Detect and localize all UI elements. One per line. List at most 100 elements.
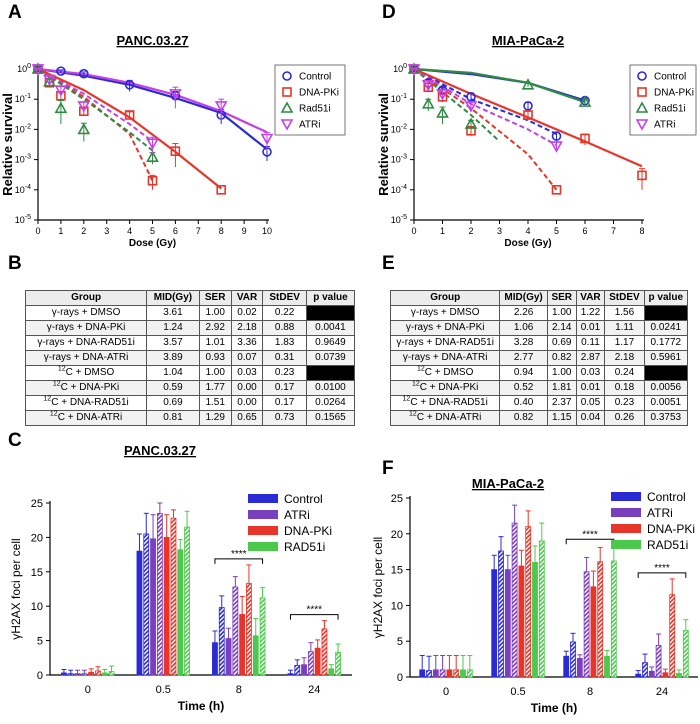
stdev-cell: 1.83 — [262, 335, 307, 351]
y-tick-label: 10 — [391, 600, 403, 612]
legend-label-atri: ATRi — [284, 508, 310, 522]
mid-cell: 0.59 — [146, 380, 200, 396]
x-tick-label: 24 — [656, 686, 668, 698]
bar-control-hatched — [570, 641, 576, 678]
group-cell: 12C + DMSO — [389, 365, 501, 381]
x-tick-label: 6 — [173, 226, 178, 236]
legend-swatch-atri — [248, 510, 278, 519]
foci-chart-mia: MIA-PaCa-2 0 5 10 15 20 25 γH2AX foci per cell T… — [371, 476, 698, 715]
significance-label: **** — [306, 605, 322, 616]
var-cell: 0.04 — [575, 410, 606, 426]
significance-label: **** — [231, 549, 247, 560]
x-tick-label: 8 — [236, 684, 242, 696]
bar-dna-pki-hatched — [453, 669, 460, 678]
var-cell: 0.11 — [575, 335, 606, 351]
y-tick-label: 10-1 — [15, 93, 31, 104]
table-header-cell: SER — [546, 290, 577, 306]
x-tick-label: 2 — [81, 226, 86, 236]
table-row: 12C + DNA-PKi 0.52 1.81 0.01 0.18 0.0056 — [389, 380, 689, 396]
chart-title: PANC.03.27 — [116, 33, 188, 48]
bar-rad51i-hatched — [682, 630, 689, 678]
ser-cell: 1.77 — [198, 380, 232, 396]
bar-dna-pki-solid — [446, 669, 453, 678]
legend-marker-dna-pki — [637, 87, 647, 97]
table-header-cell: StDEV — [604, 290, 645, 306]
stdev-cell: 0.17 — [262, 380, 307, 396]
bar-dna-pki-solid — [163, 537, 170, 676]
x-tick-label: 3 — [104, 226, 109, 236]
stdev-cell: 0.17 — [262, 395, 307, 411]
p-cell — [305, 305, 356, 321]
bar-rad51i-solid — [604, 655, 610, 678]
legend-label-rad51i: Rad51i — [299, 104, 331, 115]
group-cell: 12C + DNA-RAD51i — [389, 395, 501, 411]
x-axis-label: Dose (Gy) — [129, 238, 176, 249]
table-row: γ-rays + DNA-ATRi 2.77 0.82 2.87 2.18 0.5961 — [389, 350, 689, 366]
data-point-atri — [436, 89, 449, 101]
stdev-cell: 0.18 — [604, 380, 645, 396]
significance-label: **** — [582, 529, 598, 540]
ser-cell: 2.92 — [198, 320, 232, 336]
var-cell: 0.03 — [575, 365, 606, 381]
dashed-curve-rad51i — [37, 68, 154, 152]
x-tick-label: 0 — [443, 686, 449, 698]
bar-atri-solid — [504, 569, 511, 678]
bar-dna-pki-hatched — [525, 526, 532, 678]
y-tick-label: 5 — [397, 636, 403, 648]
bar-control-solid — [491, 569, 498, 678]
data-point-atri — [77, 101, 91, 113]
bar-control-hatched — [294, 664, 301, 676]
table-row: 12C + DNA-PKi 0.59 1.77 0.00 0.17 0.0100 — [24, 380, 356, 396]
bar-dna-pki-solid — [88, 671, 95, 676]
p-cell: 0.9649 — [305, 335, 356, 351]
legend-label-rad51i: RAD51i — [284, 540, 325, 554]
bar-dna-pki-hatched — [597, 561, 604, 678]
y-tick-label: 10-4 — [15, 184, 31, 195]
p-cell: 0.0264 — [305, 395, 356, 411]
table-row: 12C + DNA-RAD51i 0.69 1.51 0.00 0.17 0.0264 — [24, 395, 356, 411]
legend-marker-dna-pki — [282, 87, 292, 97]
table-header-cell: p value — [305, 290, 356, 306]
data-point-control — [124, 79, 135, 90]
significance-label: **** — [654, 563, 670, 574]
mid-cell: 0.69 — [146, 395, 200, 411]
data-point-dna-pki — [124, 110, 135, 120]
table-row: γ-rays + DNA-RAD51i 3.28 0.69 0.11 1.17 0.177… — [389, 335, 689, 351]
var-cell: 0.65 — [230, 410, 264, 426]
bar-rad51i-hatched — [610, 560, 617, 678]
bar-rad51i-solid — [328, 668, 335, 676]
table-header-cell: MID(Gy) — [146, 290, 200, 306]
bar-rad51i-hatched — [335, 651, 341, 676]
stdev-cell: 1.56 — [604, 305, 645, 321]
survival-chart-panc: PANC.03.27 0 1 2 3 4 5 6 7 8 9 10 100 10-1 10-2 10-3 10-… — [0, 33, 346, 249]
stdev-cell: 0.23 — [262, 365, 307, 381]
y-tick-label: 15 — [391, 565, 403, 577]
var-cell: 0.01 — [575, 380, 606, 396]
bar-dna-pki-hatched — [246, 583, 252, 676]
table-header-cell: VAR — [230, 290, 264, 306]
table-row: γ-rays + DMSO 2.26 1.00 1.22 1.56 — [389, 305, 689, 321]
var-cell: 0.01 — [575, 320, 606, 336]
data-point-dna-pki — [147, 175, 158, 186]
bar-control-solid — [212, 642, 218, 676]
bar-rad51i-hatched — [108, 671, 115, 676]
p-cell: 0.0241 — [643, 320, 689, 336]
bar-atri-solid — [432, 669, 439, 678]
legend-swatch-rad51i — [248, 542, 278, 551]
group-cell: γ-rays + DNA-ATRi — [24, 350, 148, 366]
bar-atri-hatched — [307, 651, 314, 676]
var-cell: 0.03 — [230, 365, 264, 381]
data-point-atri — [214, 101, 228, 113]
bar-atri-hatched — [439, 669, 446, 678]
table-row: γ-rays + DNA-ATRi 3.89 0.93 0.07 0.31 0.0739 — [24, 350, 356, 366]
y-tick-label: 0 — [37, 670, 43, 682]
y-tick-label: 10 — [31, 601, 43, 613]
panel-label-b: B — [8, 253, 22, 274]
y-tick-label: 25 — [391, 493, 403, 505]
ser-cell: 1.29 — [198, 410, 232, 426]
mid-cell: 2.77 — [499, 350, 548, 366]
ser-cell: 1.00 — [546, 305, 577, 321]
ser-cell: 1.00 — [198, 365, 232, 381]
bar-atri-solid — [301, 664, 307, 676]
ser-cell: 1.51 — [198, 395, 232, 411]
